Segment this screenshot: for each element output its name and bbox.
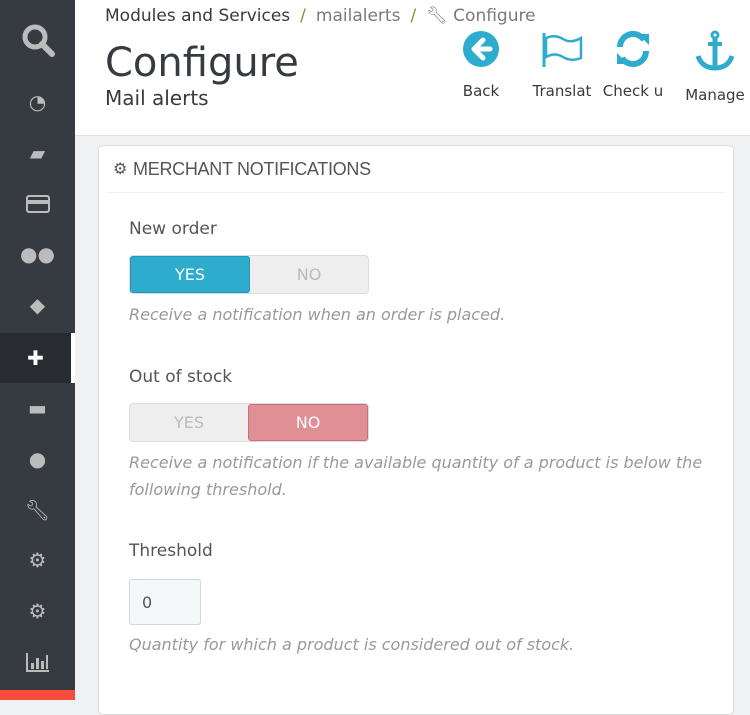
sidebar-item-modules[interactable]: ✚ <box>0 333 75 383</box>
sidebar-item-preferences[interactable]: ⚙ <box>0 586 75 636</box>
out-of-stock-no[interactable]: NO <box>248 404 368 441</box>
threshold-label: Threshold <box>129 541 213 561</box>
breadcrumb-item[interactable]: mailalerts <box>315 6 401 26</box>
flag-icon <box>542 33 583 67</box>
back-button[interactable]: Back <box>441 30 521 100</box>
truck-icon: ▬ <box>28 396 47 420</box>
tags-icon: ◆ <box>29 293 46 317</box>
breadcrumb: Modules and Services / mailalerts / 🔧︎ Confi… <box>105 6 536 26</box>
translate-button[interactable]: Translat <box>522 30 602 100</box>
gears-icon: ⚙ <box>113 161 128 178</box>
sidebar-item-international[interactable]: ● <box>0 434 75 484</box>
threshold-input[interactable] <box>129 579 201 625</box>
sidebar-item-dashboard[interactable]: ◔ <box>0 77 75 127</box>
page-title: Configure <box>105 40 299 86</box>
sidebar-item-payment[interactable] <box>0 179 75 229</box>
sidebar-item-catalog[interactable]: ◆ <box>0 280 75 330</box>
new-order-help: Receive a notification when an order is … <box>129 305 506 324</box>
check-update-button[interactable]: Check u <box>593 30 673 100</box>
puzzle-icon: ✚ <box>27 346 44 370</box>
out-of-stock-help: Receive a notification if the available … <box>129 453 703 499</box>
book-icon: ▰ <box>29 141 46 165</box>
merchant-notifications-panel: ⚙ MERCHANT NOTIFICATIONS New order YES N… <box>98 145 734 715</box>
dashboard-icon: ◔ <box>28 90 47 114</box>
globe-icon: ● <box>28 447 47 471</box>
panel-heading: ⚙ MERCHANT NOTIFICATIONS <box>107 146 725 193</box>
manage-hooks-button[interactable]: Manage <box>675 30 750 104</box>
sidebar-bottom-bar <box>0 690 75 700</box>
sidebar-item-customers[interactable]: ●● <box>0 229 75 279</box>
threshold-help: Quantity for which a product is consider… <box>129 635 575 654</box>
bar-chart-icon <box>25 653 49 672</box>
credit-card-icon <box>25 195 50 213</box>
breadcrumb-item: Configure <box>453 6 536 26</box>
sidebar-item-orders[interactable]: ▰ <box>0 128 75 178</box>
sidebar-item-tools[interactable]: 🔧︎ <box>0 485 75 535</box>
users-icon: ●● <box>20 242 55 266</box>
out-of-stock-label: Out of stock <box>129 367 233 387</box>
anchor-icon <box>695 30 735 71</box>
sidebar: ◔ ▰ ●● ◆ ✚ ▬ ● 🔧︎ ⚙ ⚙ <box>0 0 75 700</box>
new-order-no[interactable]: NO <box>296 265 322 284</box>
out-of-stock-switch[interactable]: YES NO <box>129 403 369 442</box>
arrow-left-circle-icon <box>463 31 499 67</box>
refresh-icon <box>616 30 650 68</box>
page-header: Modules and Services / mailalerts / 🔧︎ Confi… <box>75 0 750 136</box>
sidebar-item-shipping[interactable]: ▬ <box>0 383 75 433</box>
out-of-stock-yes[interactable]: YES <box>173 413 205 432</box>
sidebar-item-advanced[interactable]: ⚙ <box>0 535 75 585</box>
search-icon[interactable] <box>0 15 75 65</box>
wrench-icon: 🔧︎ <box>24 498 51 522</box>
gears-icon: ⚙ <box>28 548 47 572</box>
gear-icon: ⚙ <box>28 599 47 623</box>
wrench-icon: 🔧︎ <box>426 6 448 26</box>
sidebar-item-stats[interactable] <box>0 637 75 687</box>
new-order-yes[interactable]: YES <box>130 256 250 293</box>
breadcrumb-item[interactable]: Modules and Services <box>105 6 291 26</box>
page-subtitle: Mail alerts <box>105 86 209 110</box>
new-order-label: New order <box>129 219 217 239</box>
new-order-switch[interactable]: YES NO <box>129 255 369 294</box>
